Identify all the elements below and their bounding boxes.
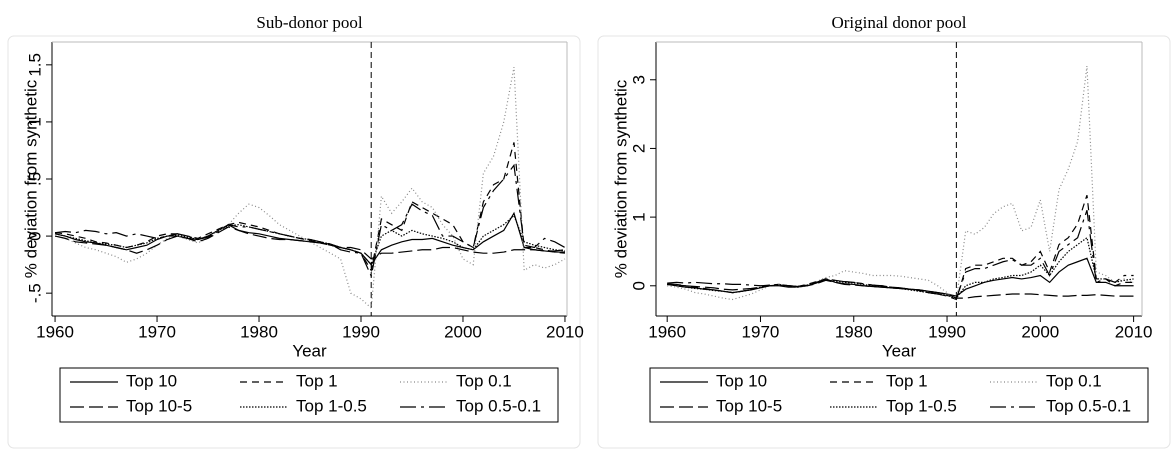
x-tick-label: 2000 [444, 322, 482, 341]
y-tick-label: 2 [629, 144, 648, 153]
series-line [54, 142, 566, 272]
y-tick-label: -.5 [25, 283, 44, 303]
panel-title: Original donor pool [831, 13, 966, 32]
x-tick-label: 1980 [835, 322, 873, 341]
x-tick-label: 2000 [1021, 322, 1059, 341]
panel-border [597, 35, 1171, 449]
legend-label: Top 1 [296, 371, 338, 390]
series-line [667, 257, 1134, 297]
legend-label: Top 1 [886, 371, 928, 390]
y-tick-label: 1.5 [25, 53, 44, 77]
y-axis-label: % deviation from synthetic [611, 79, 630, 278]
series-line [54, 67, 566, 310]
panel: Sub-donor pool -.5 0 .5 1 1.5 1960 1970 1980 1990… [7, 13, 584, 449]
legend-label: Top 10-5 [126, 396, 192, 415]
y-tick-label: .5 [25, 172, 44, 186]
y-tick-label: 3 [629, 75, 648, 84]
x-tick-label: 1960 [648, 322, 686, 341]
legend-label: Top 10 [716, 371, 767, 390]
panel: Original donor pool 0 1 2 3 1960 1970 1980 1990 2… [597, 13, 1171, 449]
legend-box [649, 367, 1149, 423]
series-line [667, 210, 1134, 299]
y-tick-label: 1 [629, 212, 648, 221]
y-tick-label: 0 [629, 281, 648, 290]
legend-label: Top 1-0.5 [296, 396, 367, 415]
legend-label: Top 0.1 [1046, 371, 1102, 390]
y-axis-label: % deviation from synthetic [21, 79, 40, 278]
legend-label: Top 1-0.5 [886, 396, 957, 415]
x-axis-label: Year [882, 341, 917, 360]
series-line [667, 65, 1134, 301]
legend-label: Top 10-5 [716, 396, 782, 415]
x-tick-label: 1990 [342, 322, 380, 341]
series-line [667, 236, 1134, 299]
series-line [667, 279, 1134, 299]
legend-label: Top 0.5-0.1 [1046, 396, 1131, 415]
legend-label: Top 0.1 [456, 371, 512, 390]
x-tick-label: 2010 [1115, 322, 1153, 341]
legend-label: Top 10 [126, 371, 177, 390]
legend-box [59, 367, 559, 423]
legend-label: Top 0.5-0.1 [456, 396, 541, 415]
x-axis-label: Year [292, 341, 327, 360]
y-tick-label: 0 [25, 231, 44, 240]
x-tick-label: 1990 [928, 322, 966, 341]
panel-border [7, 35, 581, 449]
series-line [54, 163, 566, 279]
x-tick-label: 1960 [36, 322, 74, 341]
x-tick-label: 2010 [546, 322, 584, 341]
y-tick-label: 1 [25, 117, 44, 126]
x-tick-label: 1970 [742, 322, 780, 341]
panel-title: Sub-donor pool [256, 13, 363, 32]
series-line [54, 226, 566, 260]
x-tick-label: 1980 [240, 322, 278, 341]
x-tick-label: 1970 [138, 322, 176, 341]
